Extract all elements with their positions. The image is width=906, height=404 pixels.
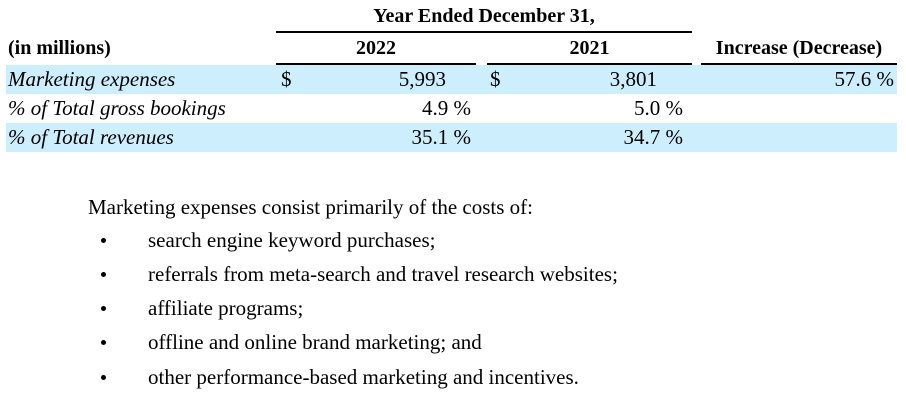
bullet-dot — [101, 375, 106, 380]
total-revenues-pct-2022: 35.1 % — [411, 125, 472, 149]
bullet-item: offline and online brand marketing; and — [148, 330, 482, 354]
row-label-total-revenues: % of Total revenues — [8, 125, 174, 149]
marketing-expenses-2022: 5,993 — [398, 67, 446, 91]
bullet-dot — [101, 340, 106, 345]
gross-bookings-pct-2022: 4.9 % — [422, 96, 471, 120]
year-ended-header: Year Ended December 31, — [373, 5, 595, 27]
column-header-2022: 2022 — [356, 37, 396, 59]
column-change-underline — [701, 63, 897, 65]
bullet-item: affiliate programs; — [148, 296, 304, 320]
bullet-item: search engine keyword purchases; — [148, 228, 436, 252]
column-2022-underline — [276, 63, 476, 65]
marketing-expenses-change: 57.6 % — [834, 67, 895, 91]
gross-bookings-pct-2021: 5.0 % — [634, 96, 683, 120]
bullet-dot — [101, 306, 106, 311]
column-2021-underline — [487, 63, 692, 65]
row-band-total-revenues — [6, 123, 897, 152]
bullet-dot — [101, 272, 106, 277]
marketing-expenses-2021: 3,801 — [609, 67, 657, 91]
bullet-item: referrals from meta-search and travel re… — [148, 262, 618, 286]
currency-symbol-2022: $ — [281, 67, 292, 91]
column-header-2021: 2021 — [569, 37, 610, 59]
bullet-item: other performance-based marketing and in… — [148, 365, 579, 389]
row-band-marketing-expenses — [6, 65, 897, 94]
total-revenues-pct-2021: 34.7 % — [623, 125, 684, 149]
description-intro: Marketing expenses consist primarily of … — [88, 195, 533, 219]
column-header-change: Increase (Decrease) — [715, 37, 883, 59]
year-ended-underline — [276, 31, 692, 33]
units-label: (in millions) — [8, 37, 111, 59]
currency-symbol-2021: $ — [490, 67, 501, 91]
row-label-marketing-expenses: Marketing expenses — [8, 67, 176, 91]
bullet-dot — [101, 238, 106, 243]
row-label-gross-bookings: % of Total gross bookings — [8, 96, 226, 120]
